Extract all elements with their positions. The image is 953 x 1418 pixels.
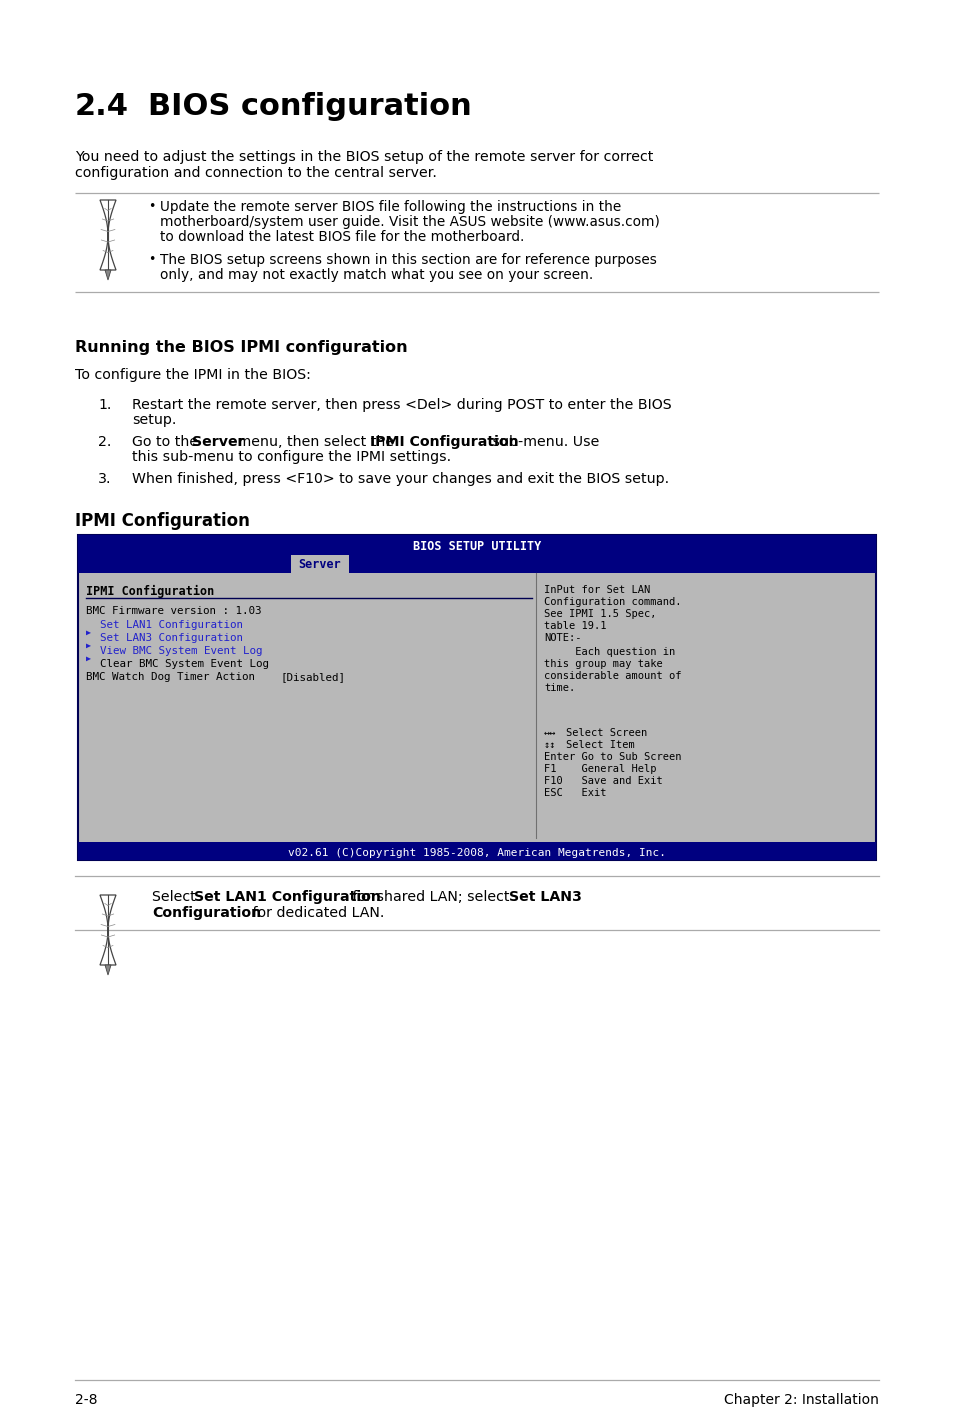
Text: ↔↔: ↔↔	[543, 727, 556, 737]
Text: 2.: 2.	[98, 435, 112, 450]
Text: Chapter 2: Installation: Chapter 2: Installation	[723, 1392, 878, 1407]
Text: Configuration: Configuration	[152, 906, 261, 920]
Polygon shape	[105, 269, 111, 279]
Text: View BMC System Event Log: View BMC System Event Log	[100, 647, 262, 657]
Text: sub-menu. Use: sub-menu. Use	[488, 435, 598, 450]
Text: configuration and connection to the central server.: configuration and connection to the cent…	[75, 166, 436, 180]
Text: for shared LAN; select: for shared LAN; select	[348, 891, 514, 905]
Text: table 19.1: table 19.1	[543, 621, 606, 631]
Text: The BIOS setup screens shown in this section are for reference purposes: The BIOS setup screens shown in this sec…	[160, 252, 657, 267]
Text: InPut for Set LAN: InPut for Set LAN	[543, 586, 650, 596]
Text: Set LAN3: Set LAN3	[509, 891, 581, 905]
Text: Enter Go to Sub Screen: Enter Go to Sub Screen	[543, 752, 680, 761]
Text: 3.: 3.	[98, 472, 112, 486]
Polygon shape	[100, 895, 116, 966]
Text: See IPMI 1.5 Spec,: See IPMI 1.5 Spec,	[543, 608, 656, 620]
Polygon shape	[105, 966, 111, 976]
Text: BIOS configuration: BIOS configuration	[148, 92, 471, 121]
Text: Server: Server	[298, 559, 341, 571]
Text: to download the latest BIOS file for the motherboard.: to download the latest BIOS file for the…	[160, 230, 524, 244]
Text: ▶: ▶	[86, 654, 91, 664]
Text: 2-8: 2-8	[75, 1392, 97, 1407]
Text: When finished, press <F10> to save your changes and exit the BIOS setup.: When finished, press <F10> to save your …	[132, 472, 668, 486]
Text: Each question in: Each question in	[543, 647, 675, 657]
Text: ▶: ▶	[86, 628, 91, 637]
Text: Select Screen: Select Screen	[565, 727, 646, 737]
Text: IPMI Configuration: IPMI Configuration	[370, 435, 518, 450]
Text: 2.4: 2.4	[75, 92, 129, 121]
Bar	[78, 535, 875, 859]
Text: Server: Server	[192, 435, 244, 450]
Text: 1.: 1.	[98, 398, 112, 413]
Text: for dedicated LAN.: for dedicated LAN.	[248, 906, 384, 920]
Text: IPMI Configuration: IPMI Configuration	[86, 586, 214, 598]
Text: F1    General Help: F1 General Help	[543, 764, 656, 774]
Text: Set LAN1 Configuration: Set LAN1 Configuration	[193, 891, 380, 905]
Polygon shape	[100, 200, 116, 269]
Text: v02.61 (C)Copyright 1985-2008, American Megatrends, Inc.: v02.61 (C)Copyright 1985-2008, American …	[288, 848, 665, 858]
Text: [Disabled]: [Disabled]	[281, 672, 346, 682]
Text: Set LAN3 Configuration: Set LAN3 Configuration	[100, 632, 243, 642]
Text: time.: time.	[543, 683, 575, 693]
Text: To configure the IPMI in the BIOS:: To configure the IPMI in the BIOS:	[75, 369, 311, 381]
Text: Running the BIOS IPMI configuration: Running the BIOS IPMI configuration	[75, 340, 407, 354]
Text: Go to the: Go to the	[132, 435, 202, 450]
Text: Configuration command.: Configuration command.	[543, 597, 680, 607]
Text: You need to adjust the settings in the BIOS setup of the remote server for corre: You need to adjust the settings in the B…	[75, 150, 653, 164]
Bar	[78, 842, 875, 859]
Text: this sub-menu to configure the IPMI settings.: this sub-menu to configure the IPMI sett…	[132, 450, 451, 464]
Bar	[78, 535, 875, 554]
Text: •: •	[148, 252, 155, 267]
Bar	[291, 554, 349, 573]
Text: Update the remote server BIOS file following the instructions in the: Update the remote server BIOS file follo…	[160, 200, 620, 214]
Text: F10   Save and Exit: F10 Save and Exit	[543, 776, 662, 786]
Text: setup.: setup.	[132, 413, 176, 427]
Text: considerable amount of: considerable amount of	[543, 671, 680, 681]
Text: NOTE:-: NOTE:-	[543, 632, 581, 642]
Text: BMC Watch Dog Timer Action: BMC Watch Dog Timer Action	[86, 672, 254, 682]
Text: motherboard/system user guide. Visit the ASUS website (www.asus.com): motherboard/system user guide. Visit the…	[160, 216, 659, 228]
Text: ▶: ▶	[86, 641, 91, 649]
Text: this group may take: this group may take	[543, 659, 662, 669]
Text: ESC   Exit: ESC Exit	[543, 788, 606, 798]
Text: •: •	[148, 200, 155, 213]
Bar	[78, 554, 875, 573]
Text: IPMI Configuration: IPMI Configuration	[75, 512, 250, 530]
Text: only, and may not exactly match what you see on your screen.: only, and may not exactly match what you…	[160, 268, 593, 282]
Text: BIOS SETUP UTILITY: BIOS SETUP UTILITY	[413, 539, 540, 553]
Text: Restart the remote server, then press <Del> during POST to enter the BIOS: Restart the remote server, then press <D…	[132, 398, 671, 413]
Text: Select Item: Select Item	[565, 740, 634, 750]
Text: ↕↕: ↕↕	[543, 740, 556, 750]
Text: Clear BMC System Event Log: Clear BMC System Event Log	[100, 659, 269, 669]
Text: menu, then select the: menu, then select the	[233, 435, 398, 450]
Text: BMC Firmware version : 1.03: BMC Firmware version : 1.03	[86, 605, 261, 615]
Text: Set LAN1 Configuration: Set LAN1 Configuration	[100, 620, 243, 630]
Text: Select: Select	[152, 891, 200, 905]
